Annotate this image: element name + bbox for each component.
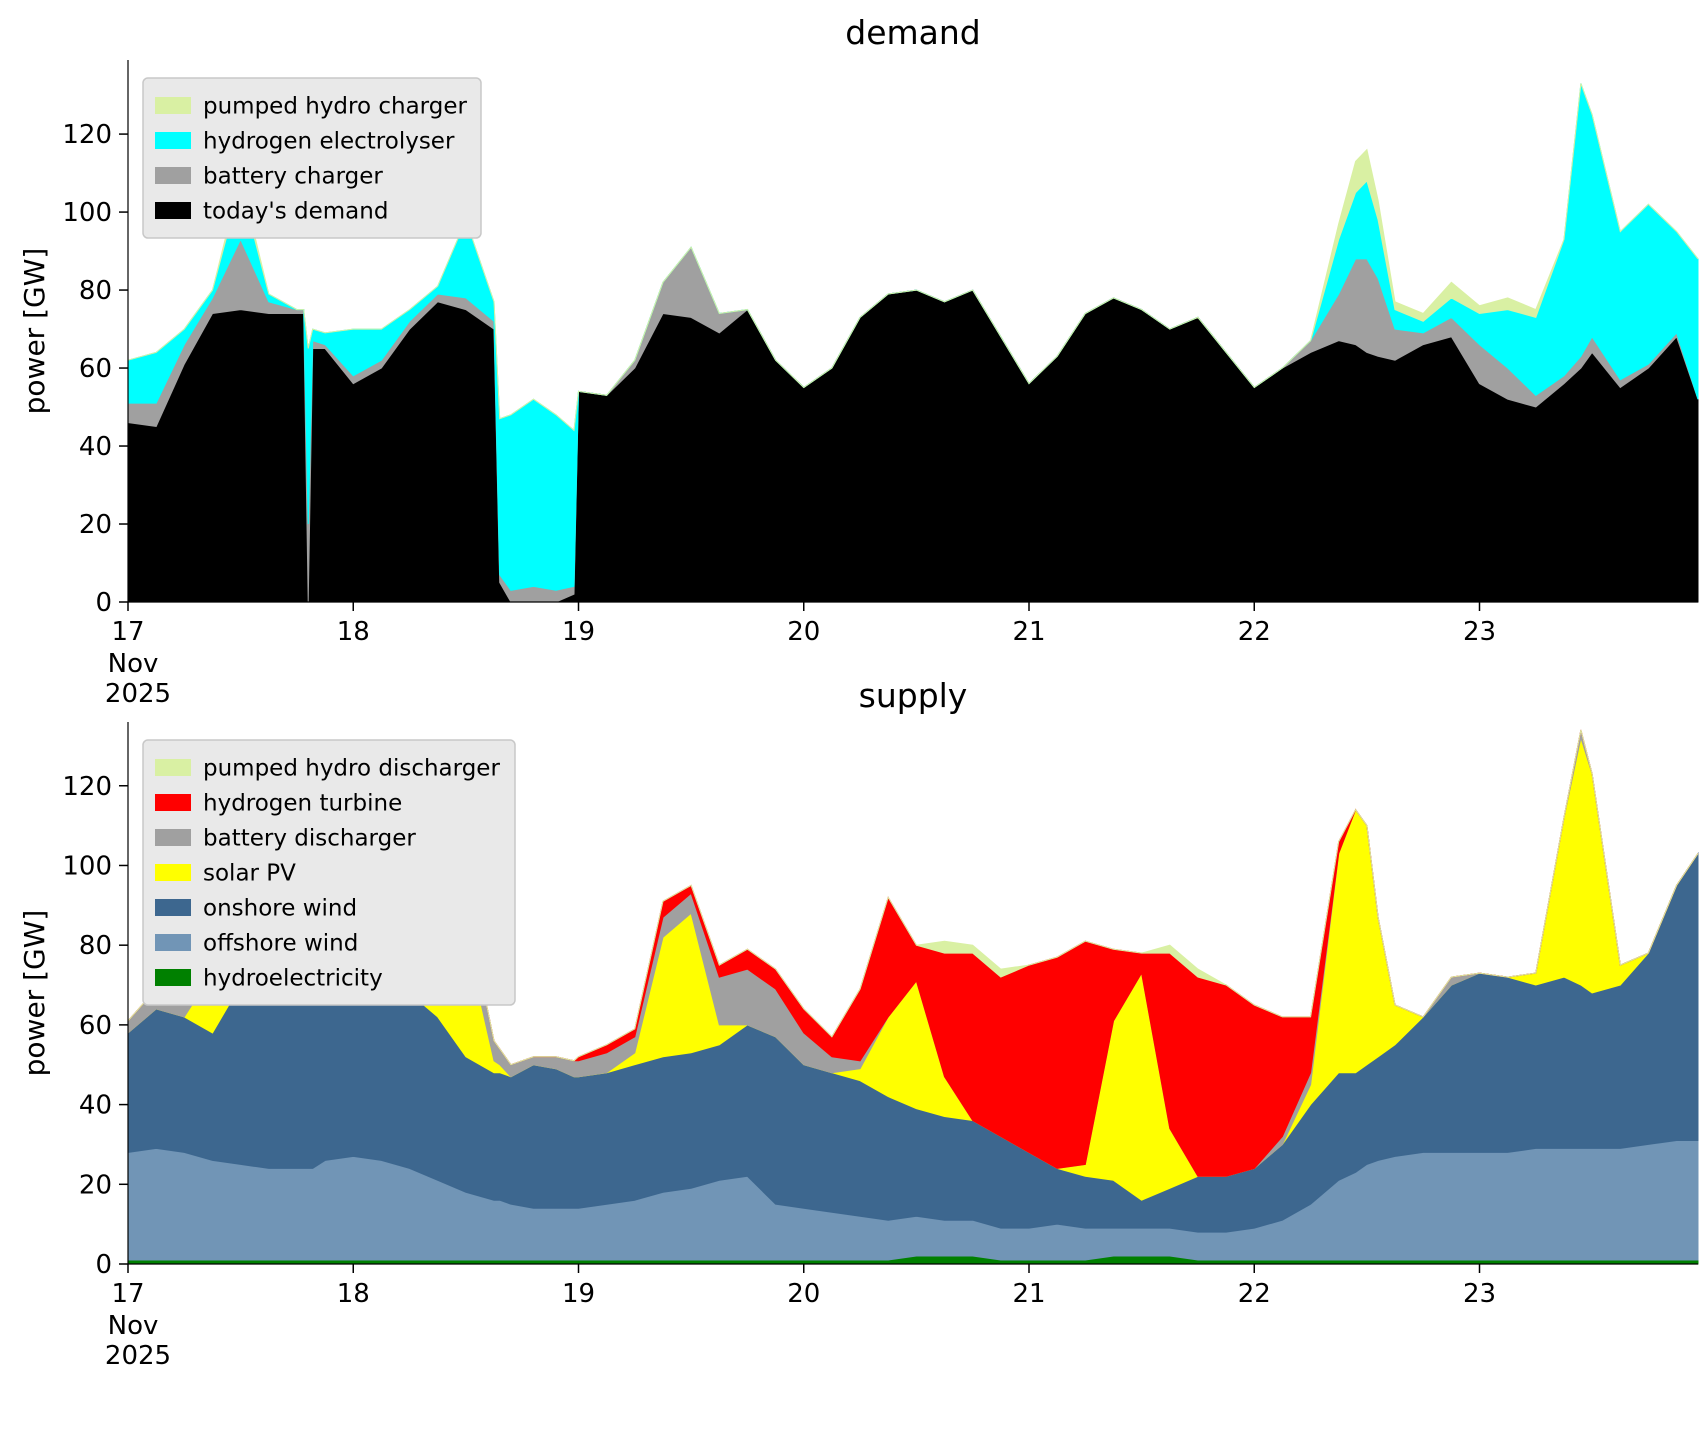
legend-label-battery-discharger: battery discharger bbox=[203, 826, 416, 852]
legend-swatch-hydrogen-turbine bbox=[155, 794, 191, 811]
y-tick-label: 20 bbox=[79, 1170, 112, 1200]
y-tick-label: 80 bbox=[79, 931, 112, 961]
legend-label-hydrogen-electrolyser: hydrogen electrolyser bbox=[203, 129, 455, 155]
y-tick-label: 120 bbox=[62, 120, 112, 150]
legend-swatch-hydrogen-electrolyser bbox=[155, 132, 191, 149]
y-tick-label: 0 bbox=[95, 1250, 112, 1280]
x-tick-label: 19 bbox=[562, 1279, 595, 1309]
legend-swatch-pumped-hydro-charger bbox=[155, 97, 191, 114]
legend-label-pumped-hydro-discharger: pumped hydro discharger bbox=[203, 756, 500, 782]
area-pumped-hydro-charger bbox=[127, 83, 1699, 432]
demand-y-axis-label: power [GW] bbox=[18, 248, 51, 415]
legend-swatch-battery-discharger bbox=[155, 829, 191, 846]
x-axis-month-label: Nov bbox=[108, 649, 159, 679]
y-tick-label: 60 bbox=[79, 354, 112, 384]
area-pumped-hydro-discharger bbox=[127, 729, 1699, 1066]
legend-swatch-solar-pv bbox=[155, 864, 191, 881]
legend-label-solar-pv: solar PV bbox=[203, 861, 296, 887]
legend-label-hydroelectricity: hydroelectricity bbox=[203, 966, 383, 992]
legend-swatch-battery-charger bbox=[155, 167, 191, 184]
legend-swatch-today-s-demand bbox=[155, 202, 191, 219]
y-tick-label: 120 bbox=[62, 772, 112, 802]
demand-legend: pumped hydro charger hydrogen electrolyse… bbox=[142, 77, 482, 239]
x-tick-label: 22 bbox=[1238, 1279, 1271, 1309]
x-tick-label: 21 bbox=[1012, 617, 1045, 647]
y-tick-label: 40 bbox=[79, 1091, 112, 1121]
legend-swatch-pumped-hydro-discharger bbox=[155, 759, 191, 776]
legend-label-hydrogen-turbine: hydrogen turbine bbox=[203, 791, 402, 817]
y-tick-label: 80 bbox=[79, 276, 112, 306]
x-axis-year-label: 2025 bbox=[105, 1341, 171, 1371]
legend-label-today-s-demand: today's demand bbox=[203, 199, 388, 225]
demand-chart-title: demand bbox=[845, 13, 980, 52]
y-tick-label: 20 bbox=[79, 510, 112, 540]
y-tick-label: 40 bbox=[79, 432, 112, 462]
x-tick-label: 22 bbox=[1238, 617, 1271, 647]
y-tick-label: 100 bbox=[62, 198, 112, 228]
x-tick-label: 23 bbox=[1463, 1279, 1496, 1309]
x-tick-label: 23 bbox=[1463, 617, 1496, 647]
x-tick-label: 20 bbox=[787, 1279, 820, 1309]
x-tick-label: 20 bbox=[787, 617, 820, 647]
demand-chart: demand power [GW] 02040608010012017Nov20… bbox=[18, 13, 1699, 709]
supply-legend: pumped hydro discharger hydrogen turbine b… bbox=[142, 739, 516, 1006]
x-axis-month-label: Nov bbox=[108, 1311, 159, 1341]
x-tick-label: 17 bbox=[111, 1279, 144, 1309]
legend-swatch-hydroelectricity bbox=[155, 969, 191, 986]
y-tick-label: 60 bbox=[79, 1011, 112, 1041]
supply-chart-title: supply bbox=[859, 676, 968, 715]
y-tick-label: 0 bbox=[95, 588, 112, 618]
legend-box bbox=[142, 739, 516, 1006]
x-tick-label: 17 bbox=[111, 617, 144, 647]
x-tick-label: 21 bbox=[1012, 1279, 1045, 1309]
y-tick-label: 100 bbox=[62, 851, 112, 881]
supply-chart: supply power [GW] 02040608010012017Nov20… bbox=[18, 676, 1699, 1371]
legend-label-pumped-hydro-charger: pumped hydro charger bbox=[203, 94, 467, 120]
x-tick-label: 18 bbox=[337, 1279, 370, 1309]
x-tick-label: 19 bbox=[562, 617, 595, 647]
legend-label-offshore-wind: offshore wind bbox=[203, 931, 358, 957]
legend-label-battery-charger: battery charger bbox=[203, 164, 383, 190]
legend-box bbox=[142, 77, 482, 239]
legend-label-onshore-wind: onshore wind bbox=[203, 896, 357, 922]
supply-y-axis-label: power [GW] bbox=[18, 910, 51, 1077]
x-tick-label: 18 bbox=[337, 617, 370, 647]
legend-swatch-onshore-wind bbox=[155, 899, 191, 916]
x-axis-year-label: 2025 bbox=[105, 679, 171, 709]
legend-swatch-offshore-wind bbox=[155, 934, 191, 951]
